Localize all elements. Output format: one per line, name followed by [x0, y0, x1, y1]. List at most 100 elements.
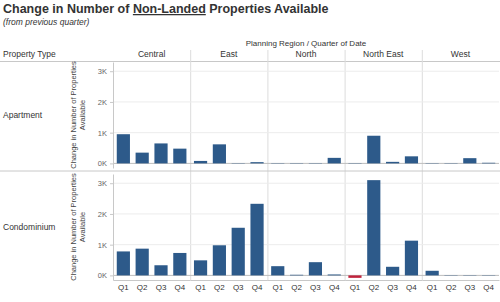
bar: [348, 275, 361, 277]
column-separator: [422, 50, 423, 280]
bar: [290, 274, 303, 276]
column-label: Central: [138, 49, 166, 59]
bar: [232, 228, 245, 276]
x-tick: Q1: [272, 280, 283, 292]
y-tick: 2K: [98, 98, 113, 107]
bar: [328, 158, 341, 164]
bar: [173, 149, 186, 164]
bar: [482, 275, 495, 276]
tick-label: Q1: [118, 283, 129, 292]
bar: [405, 241, 418, 276]
x-tick: Q3: [310, 280, 321, 292]
y-tick: 0K: [98, 159, 113, 168]
column-label: East: [220, 49, 238, 59]
bars: [194, 144, 264, 163]
bar: [213, 144, 226, 163]
tick-label: 2K: [98, 98, 107, 107]
tick-mark: [110, 133, 113, 134]
grid-line: [113, 132, 499, 133]
bar: [463, 275, 476, 276]
bars: [348, 180, 418, 278]
bar: [367, 136, 380, 164]
tick-mark: [110, 163, 113, 164]
tick-label: Q2: [368, 283, 379, 292]
bar: [426, 163, 439, 164]
x-tick: Q1: [118, 280, 129, 292]
bar: [117, 134, 130, 163]
tick-label: Q2: [446, 283, 457, 292]
bar: [250, 204, 263, 276]
bar: [136, 153, 149, 164]
y-tick: 3K: [98, 179, 113, 188]
bars: [426, 271, 496, 276]
bar: [136, 249, 149, 276]
tick-label: Q4: [483, 283, 494, 292]
bar: [154, 265, 167, 275]
y-axis: 0K1K2K3K: [98, 63, 114, 169]
title-part: Properties Available: [206, 2, 329, 16]
x-axis: Q1Q2Q3Q4: [114, 280, 191, 292]
grid-line: [113, 163, 499, 164]
title-part: Non-Landed: [133, 2, 206, 16]
y-axis-title: Available: [78, 212, 87, 242]
bar: [250, 162, 263, 163]
bar: [271, 266, 284, 275]
tick-label: Q4: [252, 283, 263, 292]
x-tick: Q3: [387, 280, 398, 292]
x-axis: Q1 Q2 Q3 Q4: [345, 280, 422, 292]
bar: [309, 163, 322, 164]
tick-label: Q1: [195, 283, 206, 292]
x-tick: Q4: [406, 280, 417, 292]
tick-mark: [110, 102, 113, 103]
x-tick: Q1: [350, 280, 361, 292]
bars: [271, 262, 341, 275]
tick-label: 1K: [98, 129, 107, 138]
y-axis-title: Change in Number of Properties: [69, 61, 78, 169]
y-tick: 1K: [98, 129, 113, 138]
title: Change in Number of Non-Landed Propertie…: [3, 2, 329, 16]
x-tick: Q2: [368, 280, 379, 292]
tick-label: Q3: [233, 283, 244, 292]
x-tick: Q2: [446, 280, 457, 292]
column-label: North East: [363, 49, 404, 59]
grid-line: [113, 101, 499, 102]
y-axis-title: Available: [78, 100, 87, 130]
column-label: West: [451, 49, 471, 59]
bar: [173, 253, 186, 275]
axis-line: [422, 280, 499, 281]
bar: [194, 260, 207, 275]
tick-label: Q3: [387, 283, 398, 292]
tick-label: Q4: [175, 283, 186, 292]
x-tick: Q4: [175, 280, 186, 292]
bar: [482, 162, 495, 164]
x-tick: Q2: [214, 280, 225, 292]
bar: [213, 245, 226, 275]
tick-label: Q4: [406, 283, 417, 292]
bars: [194, 204, 264, 276]
bar: [426, 271, 439, 276]
bars: [117, 249, 187, 276]
grid-line: [113, 244, 499, 245]
tick-label: 0K: [98, 271, 107, 280]
tick-label: 2K: [98, 210, 107, 219]
tick-mark: [110, 71, 113, 72]
chart: Change in Number of Non-Landed Propertie…: [0, 0, 500, 302]
tick-label: Q1: [272, 283, 283, 292]
bar: [117, 251, 130, 275]
tick-label: 1K: [98, 241, 107, 250]
bars: [271, 158, 341, 164]
tick-mark: [110, 214, 113, 215]
tick-mark: [110, 245, 113, 246]
x-axis: Q1Q2Q3Q4: [422, 280, 499, 292]
column-separator: [190, 50, 191, 280]
row-separator: [0, 171, 500, 172]
tick-label: Q1: [427, 283, 438, 292]
y-tick: 0K: [98, 271, 113, 280]
bar: [232, 163, 245, 164]
bars: [348, 136, 418, 164]
tick-label: 0K: [98, 159, 107, 168]
column-separator: [345, 50, 346, 280]
axis-line: [113, 175, 114, 281]
bar: [386, 267, 399, 276]
x-tick: Q4: [329, 280, 340, 292]
